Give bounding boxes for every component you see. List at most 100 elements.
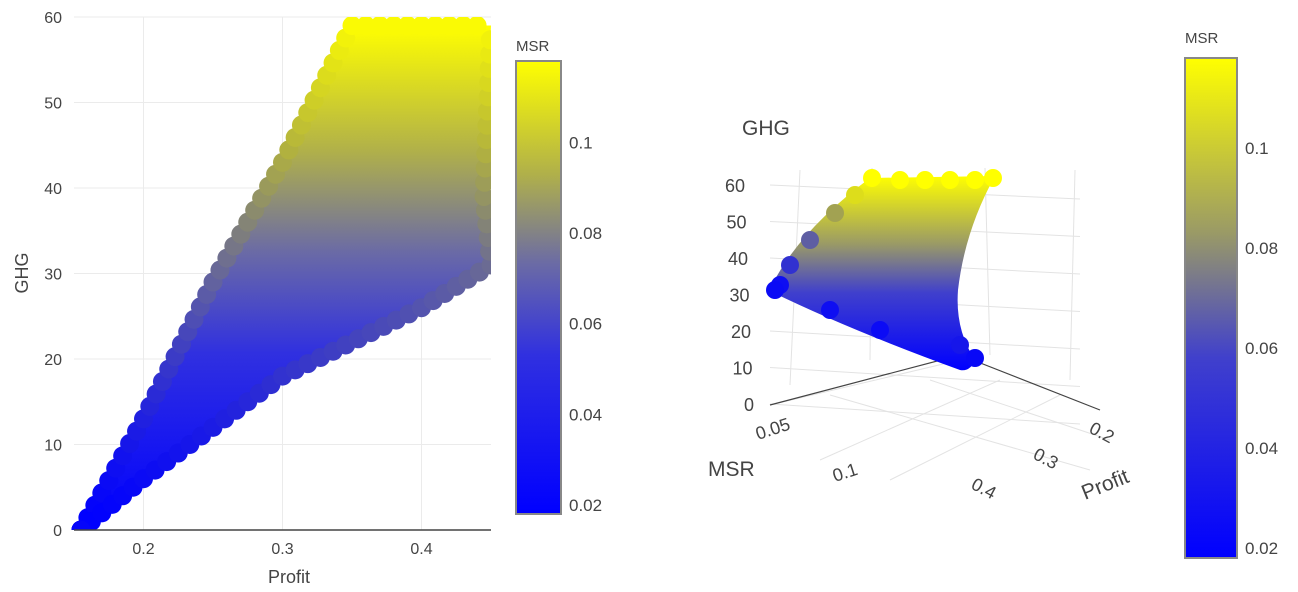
colorbar-tick-label: 0.08 xyxy=(1245,239,1278,258)
data-point xyxy=(916,171,934,189)
colorbar-tick-label: 0.1 xyxy=(569,134,593,153)
data-point xyxy=(439,17,459,36)
gridline-wall xyxy=(984,167,991,356)
scatter-surface xyxy=(772,176,995,371)
data-point xyxy=(863,169,881,187)
scatter-region-3d xyxy=(766,169,1002,371)
data-point xyxy=(370,17,390,36)
colorbar-tick-label: 0.02 xyxy=(569,496,602,515)
data-point xyxy=(342,17,362,36)
scatter-fill xyxy=(80,25,491,530)
x-tick-label: 0.4 xyxy=(410,541,432,558)
colorbar-2d: MSR 0.02 0.04 0.06 0.08 0.1 xyxy=(515,38,602,515)
data-point xyxy=(479,73,491,93)
y-axis-title-3d: Profit xyxy=(1078,465,1132,505)
z-tick-label: 60 xyxy=(725,176,745,196)
data-point xyxy=(474,187,491,207)
z-tick-label: 30 xyxy=(729,286,749,306)
data-point xyxy=(476,130,491,150)
colorbar-tick-label: 0.04 xyxy=(1245,439,1278,458)
y-tick-label-3d: 0.2 xyxy=(1086,418,1117,447)
scatter-region-2d xyxy=(71,17,491,530)
profit-axis-line xyxy=(959,354,1101,411)
data-point xyxy=(480,30,491,50)
data-point xyxy=(966,349,984,367)
data-point xyxy=(480,44,491,64)
data-point xyxy=(477,115,491,135)
z-axis-title: GHG xyxy=(742,117,790,140)
y-tick-label: 60 xyxy=(44,10,62,27)
z-tick-label: 0 xyxy=(744,395,754,415)
z-tick-label: 20 xyxy=(731,322,751,342)
gridline-floor xyxy=(819,379,1001,461)
data-point xyxy=(941,171,959,189)
colorbar-tick-label: 0.06 xyxy=(1245,339,1278,358)
plot-2d: 0 10 20 30 40 50 60 0.2 0.3 0.4 Profit GHG xyxy=(12,10,491,587)
gridline-floor xyxy=(889,394,1061,481)
data-point xyxy=(467,17,487,36)
data-point xyxy=(871,321,889,339)
data-point xyxy=(384,17,404,36)
msr-axis-line xyxy=(769,354,961,406)
data-point xyxy=(984,169,1002,187)
colorbar-tick-label: 0.1 xyxy=(1245,139,1269,158)
z-tick-label: 10 xyxy=(732,359,752,379)
gridline-wall xyxy=(1069,169,1076,381)
data-point xyxy=(425,17,445,36)
data-point xyxy=(846,186,864,204)
y-tick-label-3d: 0.3 xyxy=(1030,444,1061,473)
colorbar-tick-label: 0.04 xyxy=(569,405,602,424)
z-tick-label: 40 xyxy=(728,249,748,269)
data-point xyxy=(475,172,491,192)
colorbar-3d: MSR 0.02 0.04 0.06 0.08 0.1 xyxy=(1184,30,1278,559)
gridline-z xyxy=(769,367,1081,387)
x-axis-title: Profit xyxy=(268,567,310,587)
z-tick-label: 50 xyxy=(726,213,746,233)
data-point xyxy=(891,171,909,189)
colorbar-tick-label: 0.06 xyxy=(569,315,602,334)
x-tick-label-3d: 0.1 xyxy=(830,459,860,486)
gridline-floor xyxy=(769,359,961,406)
y-tick-label: 30 xyxy=(44,267,62,284)
plot-3d: 0 10 20 30 40 50 60 0.05 0.1 0.2 0.3 0.4 GHG MSR Pr… xyxy=(708,117,1132,505)
gridline-floor xyxy=(929,379,1111,441)
data-point xyxy=(412,17,431,36)
colorbar-gradient xyxy=(515,60,562,515)
data-point xyxy=(766,281,784,299)
y-tick-label: 10 xyxy=(44,438,62,455)
colorbar-tick-label: 0.08 xyxy=(569,224,602,243)
colorbar-gradient xyxy=(1184,57,1238,559)
data-point xyxy=(801,231,819,249)
data-point xyxy=(453,17,473,36)
gridline-z xyxy=(769,403,1081,425)
colorbar-title: MSR xyxy=(516,38,550,55)
data-point xyxy=(476,144,491,164)
data-point xyxy=(356,17,376,36)
data-point xyxy=(478,101,491,121)
data-point xyxy=(821,301,839,319)
y-axis-title: GHG xyxy=(12,252,32,293)
colorbar-title: MSR xyxy=(1185,30,1219,47)
y-tick-label: 50 xyxy=(44,96,62,113)
axes-2d: 0 10 20 30 40 50 60 0.2 0.3 0.4 xyxy=(44,10,491,558)
data-point xyxy=(951,336,969,354)
data-point xyxy=(781,256,799,274)
y-tick-label-3d: 0.4 xyxy=(968,474,999,503)
y-tick-label: 0 xyxy=(53,523,62,540)
data-point xyxy=(826,204,844,222)
x-axis-title-3d: MSR xyxy=(708,458,755,481)
data-point xyxy=(71,520,91,530)
data-point xyxy=(966,171,984,189)
x-tick-label: 0.3 xyxy=(271,541,293,558)
data-point xyxy=(479,58,491,78)
gridline-floor xyxy=(829,394,1091,471)
y-tick-label: 40 xyxy=(44,181,62,198)
colorbar-tick-label: 0.02 xyxy=(1245,539,1278,558)
data-point xyxy=(478,87,491,107)
x-tick-label: 0.2 xyxy=(132,541,154,558)
data-point xyxy=(475,158,491,178)
x-tick-label-3d: 0.05 xyxy=(753,414,793,444)
data-point xyxy=(398,17,418,36)
y-tick-label: 20 xyxy=(44,352,62,369)
